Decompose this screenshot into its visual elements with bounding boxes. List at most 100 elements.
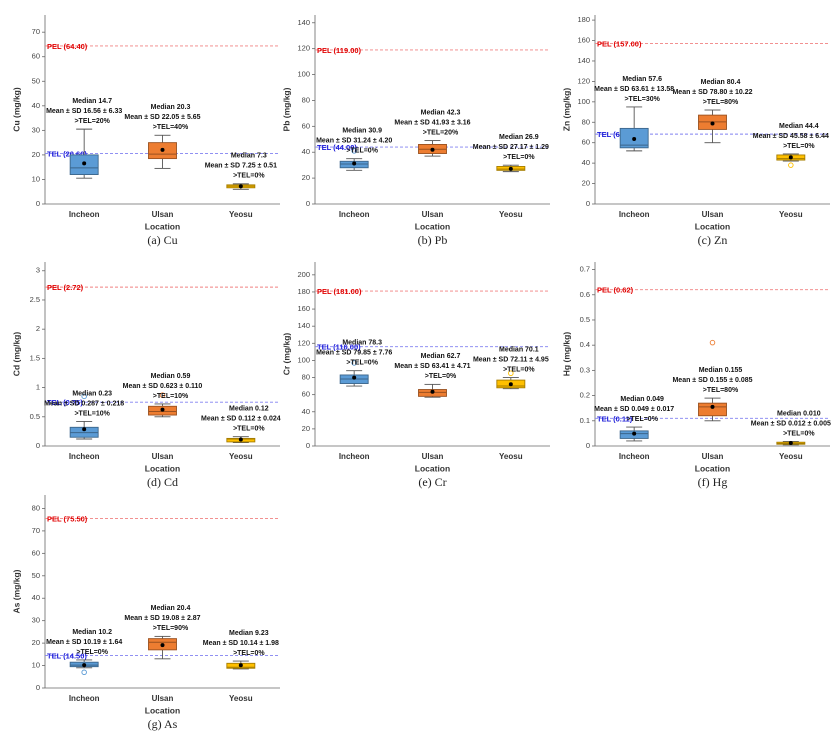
y-tick-label: 100 (297, 70, 310, 79)
tel-label: TEL (116.00) (317, 343, 361, 352)
outlier (788, 162, 794, 168)
annotation: >TEL=0% (233, 650, 265, 657)
y-axis-label: Pb (mg/kg) (281, 87, 291, 131)
annotation: Mean ± SD 45.58 ± 6.44 (753, 133, 829, 140)
y-tick-label: 20 (32, 638, 40, 647)
annotation: Mean ± SD 0.012 ± 0.005 (751, 420, 831, 427)
y-tick-label: 50 (32, 571, 40, 580)
annotation: >TEL=0% (425, 373, 457, 380)
y-axis-label: Zn (mg/kg) (561, 88, 571, 132)
annotation: >TEL=0% (346, 360, 378, 367)
pel-label: PEL (2.72) (47, 283, 84, 292)
y-tick-label: 70 (32, 526, 40, 535)
caption: (c) Zn (698, 233, 728, 247)
x-tick-label: Ulsan (702, 452, 724, 461)
caption: (f) Hg (698, 475, 728, 489)
y-tick-label: 80 (302, 373, 310, 382)
x-tick-label: Ulsan (152, 210, 174, 219)
y-tick-label: 40 (582, 158, 590, 167)
mean-point (82, 663, 87, 668)
mean-point (160, 643, 165, 648)
annotation: Median 0.010 (777, 410, 821, 417)
tel-label: TEL (0.11) (597, 414, 633, 423)
x-tick-label: Ulsan (422, 210, 444, 219)
x-tick-label: Ulsan (702, 210, 724, 219)
y-tick-label: 0.3 (580, 365, 590, 374)
pel-label: PEL (181.00) (317, 287, 362, 296)
caption: (a) Cu (147, 233, 177, 247)
y-tick-label: 0 (586, 199, 590, 208)
annotation: Median 44.4 (779, 123, 819, 130)
x-tick-label: Ulsan (152, 694, 174, 703)
annotation: >TEL=0% (783, 430, 815, 437)
y-tick-label: 120 (297, 44, 310, 53)
x-tick-label: Ulsan (422, 452, 444, 461)
annotation: Mean ± SD 22.05 ± 5.65 (124, 114, 200, 121)
mean-point (352, 161, 357, 166)
annotation: >TEL=0% (76, 649, 108, 656)
y-axis-label: Hg (mg/kg) (561, 332, 571, 377)
panel: 0 0.1 0.2 0.3 0.4 0.5 0.6 0.7 Hg (mg/kg) Location… (561, 262, 831, 489)
y-tick-label: 80 (302, 95, 310, 104)
annotation: Mean ± SD 16.56 ± 6.33 (46, 108, 122, 115)
mean-point (160, 407, 165, 412)
y-tick-label: 3 (36, 266, 40, 275)
annotation: Mean ± SD 27.17 ± 1.29 (473, 144, 549, 151)
annotation: >TEL=80% (703, 387, 739, 394)
annotation: Median 0.155 (699, 367, 743, 374)
pel-label: PEL (75.50) (47, 515, 88, 524)
annotation: Median 7.3 (231, 153, 267, 160)
annotation: >TEL=0% (346, 148, 378, 155)
caption: (d) Cd (147, 475, 178, 489)
annotation: Median 0.23 (72, 390, 112, 397)
annotation: Mean ± SD 79.85 ± 7.76 (316, 350, 392, 357)
x-axis-label: Location (695, 463, 730, 473)
y-tick-label: 30 (32, 125, 40, 134)
annotation: >TEL=80% (703, 99, 739, 106)
panel: 0 0.5 1 1.5 2 2.5 3 Cd (mg/kg) Location (d) Cd PEL… (11, 262, 281, 489)
annotation: >TEL=90% (153, 625, 189, 632)
x-axis-label: Location (145, 221, 180, 231)
y-tick-label: 40 (32, 101, 40, 110)
mean-point (238, 184, 243, 189)
y-axis-label: Cd (mg/kg) (11, 332, 21, 377)
x-axis-label: Location (695, 221, 730, 231)
annotation: >TEL=0% (233, 425, 265, 432)
pel-label: PEL (119.00) (317, 46, 362, 55)
mean-point (788, 440, 793, 445)
mean-point (508, 166, 513, 171)
outlier (159, 392, 166, 398)
x-axis-label: Location (145, 463, 180, 473)
caption: (e) Cr (418, 475, 446, 489)
mean-point (710, 404, 715, 409)
annotation: Median 70.1 (499, 346, 539, 353)
y-tick-label: 180 (577, 15, 590, 24)
panel: 0 10 20 30 40 50 60 70 Cu (mg/kg) Location (a) Cu P… (11, 15, 280, 247)
y-tick-label: 120 (297, 338, 310, 347)
annotation: Median 0.59 (151, 373, 191, 380)
annotation: Mean ± SD 31.24 ± 4.20 (316, 138, 392, 145)
x-tick-label: Incheon (619, 452, 650, 461)
y-tick-label: 20 (32, 150, 40, 159)
y-tick-label: 0 (36, 199, 40, 208)
annotation: Mean ± SD 78.80 ± 10.22 (672, 89, 752, 96)
y-tick-label: 120 (577, 76, 590, 85)
panel: 0 20 40 60 80 100 120 140 Pb (mg/kg) Location (b) … (281, 15, 550, 247)
y-tick-label: 60 (302, 121, 310, 130)
annotation: Median 57.6 (622, 76, 662, 83)
annotation: Median 30.9 (342, 128, 382, 135)
y-tick-label: 0.4 (580, 340, 590, 349)
annotation: Median 0.049 (620, 396, 664, 403)
y-tick-label: 0 (586, 441, 590, 450)
annotation: Median 0.12 (229, 405, 269, 412)
y-tick-label: 1 (36, 383, 40, 392)
annotation: Median 80.4 (701, 79, 741, 86)
tel-label: TEL (0.75) (47, 398, 83, 407)
annotation: >TEL=0% (783, 143, 815, 150)
x-tick-label: Yeosu (229, 210, 253, 219)
y-tick-label: 10 (32, 174, 40, 183)
mean-point (160, 147, 165, 152)
tel-label: TEL (14.50) (47, 651, 87, 660)
annotation: Mean ± SD 0.155 ± 0.085 (672, 377, 752, 384)
